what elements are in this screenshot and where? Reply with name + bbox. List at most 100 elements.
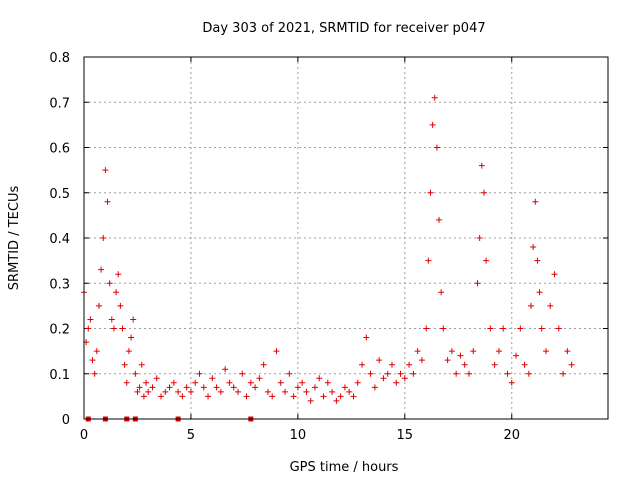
data-point	[205, 393, 212, 400]
data-point	[337, 393, 344, 400]
data-point	[162, 388, 169, 395]
data-point	[119, 325, 126, 332]
data-point	[170, 379, 177, 386]
data-point	[425, 257, 432, 264]
data-point	[104, 198, 111, 205]
x-axis-label: GPS time / hours	[290, 460, 399, 475]
data-point	[410, 370, 417, 377]
data-point	[303, 388, 310, 395]
data-point	[134, 388, 141, 395]
data-point	[143, 379, 150, 386]
data-point	[243, 393, 250, 400]
data-point	[108, 316, 115, 323]
data-point	[448, 348, 455, 355]
data-point	[200, 384, 207, 391]
data-point	[277, 379, 284, 386]
data-point	[476, 235, 483, 241]
data-point	[290, 393, 297, 400]
data-point	[222, 366, 229, 373]
plot-frame	[83, 56, 609, 420]
x-tick-label: 20	[503, 428, 520, 443]
data-point	[508, 379, 515, 386]
data-point	[91, 370, 98, 377]
data-point	[532, 198, 539, 205]
data-point	[128, 334, 135, 341]
y-tick-label: 0.2	[49, 323, 70, 338]
x-tick-label: 0	[80, 428, 88, 443]
data-point	[376, 357, 383, 364]
data-point	[465, 370, 472, 377]
data-point	[121, 361, 128, 368]
data-point	[320, 393, 327, 400]
data-point	[487, 325, 494, 332]
data-point	[130, 316, 137, 323]
data-point	[110, 325, 117, 332]
data-point	[491, 361, 498, 368]
data-point	[453, 370, 460, 377]
data-point	[333, 397, 340, 404]
y-axis-label: SRMTID / TECUs	[7, 186, 22, 291]
data-point	[256, 375, 263, 382]
data-point	[530, 244, 537, 251]
data-point	[113, 289, 120, 296]
data-point	[568, 361, 575, 368]
data-point	[140, 393, 147, 400]
data-point	[470, 348, 477, 355]
data-point	[324, 379, 331, 386]
data-point	[85, 325, 92, 332]
y-tick-label: 0.4	[49, 232, 70, 247]
data-point	[393, 379, 400, 386]
data-point	[461, 361, 468, 368]
data-point	[149, 384, 156, 391]
data-point	[457, 352, 464, 359]
y-tick-label: 0.6	[49, 142, 70, 157]
data-points	[81, 94, 575, 404]
data-point	[560, 370, 567, 377]
data-point	[418, 357, 425, 364]
data-point	[517, 325, 524, 332]
data-point	[380, 375, 387, 382]
data-point	[329, 388, 336, 395]
data-point	[252, 384, 259, 391]
data-point	[480, 189, 487, 196]
data-point	[187, 388, 194, 395]
data-point	[436, 216, 443, 223]
data-point	[123, 379, 130, 386]
data-point	[282, 388, 289, 395]
data-point	[406, 361, 413, 368]
data-point	[192, 379, 199, 386]
data-point	[438, 289, 445, 296]
data-point	[346, 388, 353, 395]
data-point	[95, 302, 102, 309]
data-point	[542, 348, 549, 355]
data-point	[234, 388, 241, 395]
data-point	[264, 388, 271, 395]
data-point	[179, 393, 186, 400]
data-point	[528, 302, 535, 309]
data-point	[102, 167, 109, 174]
data-point	[307, 397, 314, 404]
y-axis-ticks: 0 0.1 0.2 0.3 0.4 0.5 0.6 0.7 0.8	[49, 51, 608, 428]
data-point	[213, 384, 220, 391]
data-point	[183, 384, 190, 391]
data-point	[115, 271, 122, 278]
data-point	[483, 257, 490, 264]
data-point	[341, 384, 348, 391]
data-point	[414, 348, 421, 355]
data-point	[478, 162, 485, 169]
data-point	[431, 94, 438, 101]
data-point	[125, 348, 132, 355]
data-point	[513, 352, 520, 359]
data-point	[564, 348, 571, 355]
data-point	[427, 189, 434, 196]
data-point	[440, 325, 447, 332]
data-point	[367, 370, 374, 377]
data-point	[226, 379, 233, 386]
data-point	[260, 361, 267, 368]
data-point	[534, 257, 541, 264]
y-tick-label: 0.1	[49, 368, 70, 383]
chart-title: Day 303 of 2021, SRMTID for receiver p04…	[202, 21, 485, 36]
data-point	[350, 393, 357, 400]
data-point	[397, 370, 404, 377]
data-point	[547, 302, 554, 309]
